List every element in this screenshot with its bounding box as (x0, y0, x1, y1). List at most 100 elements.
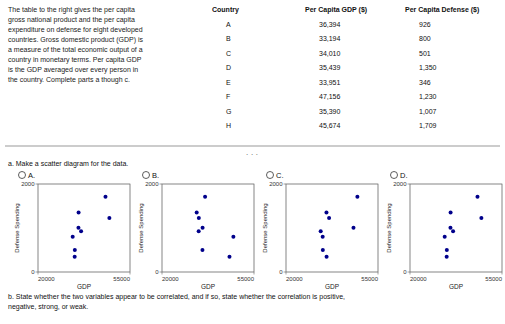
table-value: 36,394 (319, 21, 341, 28)
radio-button[interactable] (143, 172, 150, 179)
panel: A.200005500002000GDPDefense Spending (14, 171, 131, 291)
point (327, 216, 331, 220)
text-line: expenditure on defense for eight develop… (8, 26, 143, 34)
point (195, 211, 199, 215)
option-label: D. (400, 171, 408, 180)
point (324, 211, 328, 215)
point (76, 226, 80, 230)
table-country: C (226, 50, 231, 57)
y-axis-label: Defense Spending (262, 203, 268, 252)
plot-frame (38, 184, 130, 272)
point (321, 235, 325, 239)
table-value: 926 (419, 21, 431, 28)
table-country: B (226, 35, 231, 42)
tick-label: 20000 (162, 276, 179, 282)
point (227, 255, 231, 259)
table-country: A (226, 21, 231, 28)
tick (408, 272, 411, 273)
figure: The table to the right gives the per cap… (0, 0, 505, 324)
points (195, 195, 236, 259)
table-value: 346 (419, 79, 431, 86)
point (479, 216, 483, 220)
x-axis-label: GDP (201, 283, 215, 290)
text-line: negative, strong, or weak. (8, 303, 88, 311)
radio-button[interactable] (19, 172, 26, 179)
table-value: 35,390 (319, 108, 341, 115)
point (325, 255, 329, 259)
text-line: the country. Complete parts a though c. (8, 76, 130, 84)
points (319, 195, 360, 259)
point (321, 248, 325, 252)
point (201, 226, 205, 230)
point (319, 229, 323, 233)
table-value: 47,156 (319, 93, 341, 100)
tick (160, 272, 163, 273)
radio-button[interactable] (391, 172, 398, 179)
panel: C.200005500002000GDPDefense Spending (262, 171, 379, 291)
tick-label: 0 (403, 269, 407, 275)
table-value: 45,674 (319, 122, 341, 129)
point (351, 226, 355, 230)
points (71, 195, 112, 259)
tick (284, 184, 287, 185)
table-value: 35,439 (319, 64, 341, 71)
text-line: countries. Gross domestic product (GDP) … (8, 36, 143, 44)
table-country: H (226, 122, 231, 129)
table-value: 800 (419, 35, 431, 42)
text-line: is the GDP averaged over every person in (8, 66, 138, 74)
text-line: b. State whether the two variables appea… (8, 293, 345, 301)
table-value: 1,709 (419, 122, 437, 129)
point (443, 235, 447, 239)
question-a: a. Make a scatter diagram for the data. (8, 160, 128, 168)
tick-label: 0 (31, 269, 35, 275)
tick (410, 272, 411, 275)
point (445, 255, 449, 259)
table-country: F (226, 93, 230, 100)
tick (160, 184, 163, 185)
y-axis-label: Defense Spending (138, 203, 144, 252)
text-line: a measure of the total economic output o… (8, 46, 143, 54)
tick-label: 55000 (361, 276, 378, 282)
table-value: 34,010 (319, 50, 341, 57)
radio-button[interactable] (267, 172, 274, 179)
tick (162, 272, 163, 275)
description: The table to the right gives the per cap… (8, 6, 143, 84)
point (203, 195, 207, 199)
point (77, 211, 81, 215)
plot-area (410, 184, 502, 272)
y-axis-label: Defense Spending (386, 203, 392, 252)
x-axis-label: GDP (77, 283, 91, 290)
tick (36, 272, 39, 273)
point (79, 229, 83, 233)
plot-area (162, 184, 254, 272)
table-header: Per Capita Defense ($) (405, 6, 479, 14)
tick-label: 0 (155, 269, 159, 275)
tick (254, 272, 255, 275)
tick-label: 0 (279, 269, 283, 275)
panel: B.200005500002000GDPDefense Spending (138, 171, 255, 291)
point (107, 216, 111, 220)
plot-frame (162, 184, 254, 272)
text-line: The table to the right gives the per cap… (8, 6, 135, 14)
tick-label: 2000 (145, 181, 159, 187)
point (231, 235, 235, 239)
tick-label: 55000 (485, 276, 502, 282)
table-value: 1,230 (419, 93, 437, 100)
tick (502, 272, 503, 275)
text-line: gross national product and the per capit… (8, 16, 135, 24)
table-value: 1,007 (419, 108, 437, 115)
point (451, 229, 455, 233)
point (73, 255, 77, 259)
tick-label: 2000 (21, 181, 35, 187)
option-label: A. (28, 171, 35, 180)
tick (284, 272, 287, 273)
option-label: B. (152, 171, 159, 180)
point (71, 235, 75, 239)
dots: · · · (246, 150, 258, 159)
plot-area (38, 184, 130, 272)
table-value: 501 (419, 50, 431, 57)
text-line: country in monetary terms. Per capita GD… (8, 56, 142, 64)
table-header: Country (212, 6, 239, 14)
point (200, 248, 204, 252)
separator (5, 145, 500, 146)
